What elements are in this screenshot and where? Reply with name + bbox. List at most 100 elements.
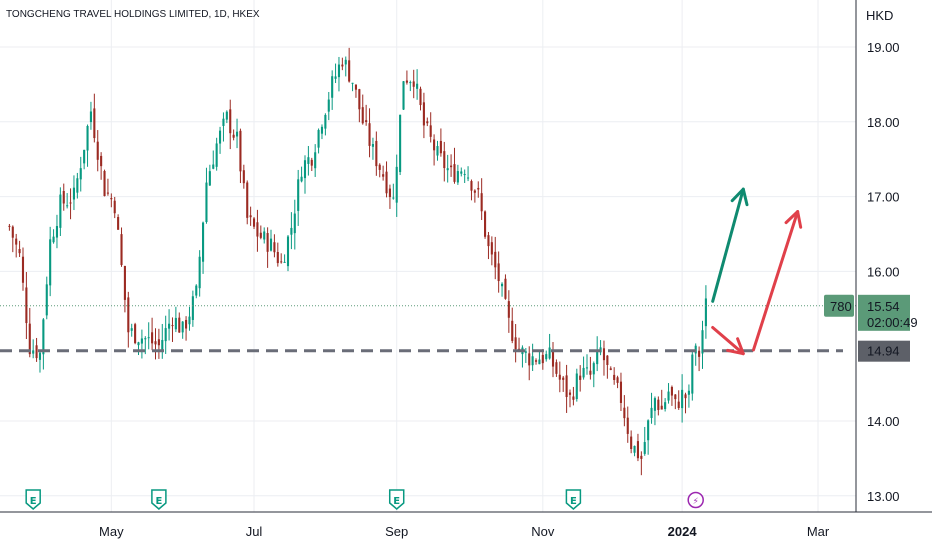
price-label-box bbox=[858, 294, 910, 331]
candle-body bbox=[35, 345, 38, 359]
volume-label-box bbox=[824, 294, 854, 317]
candle-body bbox=[293, 213, 296, 234]
candle-body bbox=[511, 320, 514, 341]
candle-body bbox=[246, 182, 249, 218]
candle-body bbox=[229, 109, 232, 134]
candle-body bbox=[55, 226, 59, 238]
earnings-marker[interactable] bbox=[388, 489, 405, 510]
candle-body bbox=[314, 152, 317, 169]
candle-body bbox=[286, 236, 290, 267]
candle-body bbox=[222, 118, 225, 126]
candle-body bbox=[218, 130, 222, 144]
candle-body bbox=[334, 76, 337, 79]
candle-body bbox=[524, 351, 527, 353]
candle-body bbox=[409, 82, 412, 84]
candle-body bbox=[382, 174, 385, 177]
candle-body bbox=[405, 80, 408, 83]
x-axis[interactable]: May Jul Sep Nov 2024 Mar bbox=[99, 524, 830, 539]
candle-body bbox=[269, 238, 273, 251]
candle-body bbox=[446, 168, 449, 171]
candle-body bbox=[619, 381, 623, 403]
candle-body bbox=[317, 129, 320, 148]
candle-body bbox=[375, 140, 378, 167]
candle-body bbox=[664, 402, 667, 410]
candle-body bbox=[208, 171, 211, 186]
earnings-marker[interactable] bbox=[25, 489, 41, 510]
candle-body bbox=[698, 350, 701, 357]
candle-body bbox=[623, 407, 626, 419]
candle-body bbox=[657, 399, 660, 410]
y-axis[interactable]: 19.00 18.00 17.00 16.00 14.00 13.00 bbox=[867, 40, 900, 504]
candle-body bbox=[568, 392, 572, 395]
candle-body bbox=[242, 170, 245, 184]
candle-body bbox=[331, 76, 334, 98]
candle-body bbox=[140, 338, 143, 344]
candle-body bbox=[463, 174, 466, 176]
candle-body bbox=[110, 198, 113, 200]
drawing-arrow[interactable] bbox=[711, 326, 745, 356]
support-price-label: 14.94 bbox=[867, 344, 900, 359]
candle-body bbox=[157, 339, 160, 346]
candle-body bbox=[185, 319, 188, 329]
candle-body bbox=[11, 226, 14, 238]
candle-body bbox=[205, 182, 208, 223]
candle-body bbox=[531, 356, 534, 366]
event-marker-glyph: ⚡ bbox=[693, 497, 699, 507]
candle-body bbox=[565, 375, 568, 398]
candle-body bbox=[626, 417, 629, 434]
candle-body bbox=[42, 319, 45, 355]
candle-body bbox=[579, 375, 582, 380]
drawing-arrow-head bbox=[726, 337, 745, 356]
candle-body bbox=[633, 445, 636, 453]
candle-body bbox=[178, 317, 181, 333]
candle-body bbox=[344, 59, 347, 65]
candle-body bbox=[249, 215, 252, 218]
candle-body bbox=[392, 197, 395, 199]
candle-body bbox=[100, 155, 103, 167]
candle-body bbox=[470, 181, 473, 191]
x-tick-label: Jul bbox=[246, 524, 263, 539]
candle-body bbox=[18, 249, 21, 254]
candle-body bbox=[327, 99, 330, 112]
y-tick-label: 19.00 bbox=[867, 40, 900, 55]
x-tick-label: 2024 bbox=[668, 524, 698, 539]
candle-body bbox=[337, 64, 341, 78]
candle-body bbox=[324, 114, 327, 129]
candle-body bbox=[79, 168, 82, 180]
candle-body bbox=[365, 120, 368, 123]
candle-body bbox=[348, 60, 351, 82]
candle-body bbox=[670, 386, 673, 396]
event-marker[interactable] bbox=[687, 491, 704, 509]
drawing-arrow[interactable] bbox=[751, 210, 800, 352]
countdown-label: 02:00:49 bbox=[867, 315, 918, 330]
candle-body bbox=[106, 192, 109, 194]
candle-body bbox=[164, 328, 167, 342]
candle-body bbox=[562, 377, 565, 380]
earnings-marker-glyph: E bbox=[570, 496, 577, 507]
candle-body bbox=[354, 84, 358, 90]
candles bbox=[8, 47, 707, 476]
y-tick-label: 13.00 bbox=[867, 489, 900, 504]
candle-body bbox=[596, 349, 599, 365]
candle-body bbox=[436, 146, 439, 156]
candle-body bbox=[419, 88, 422, 106]
candle-body bbox=[456, 171, 459, 183]
candle-body bbox=[21, 256, 25, 283]
earnings-marker[interactable] bbox=[565, 489, 582, 510]
candle-body bbox=[45, 284, 48, 316]
overlays: E E E E ⚡ bbox=[0, 187, 856, 510]
candle-body bbox=[171, 325, 174, 327]
candle-body bbox=[514, 337, 517, 350]
earnings-marker-glyph: E bbox=[30, 496, 37, 507]
candle-body bbox=[239, 130, 242, 172]
drawing-arrow[interactable] bbox=[711, 187, 745, 303]
candle-body bbox=[300, 176, 303, 182]
candle-body bbox=[433, 139, 436, 151]
candle-body bbox=[202, 222, 205, 262]
candle-body bbox=[69, 202, 72, 204]
earnings-marker[interactable] bbox=[151, 489, 167, 510]
candle-body bbox=[137, 342, 140, 346]
candle-body bbox=[395, 166, 398, 203]
chart-title: TONGCHENG TRAVEL HOLDINGS LIMITED, 1D, H… bbox=[6, 9, 260, 20]
